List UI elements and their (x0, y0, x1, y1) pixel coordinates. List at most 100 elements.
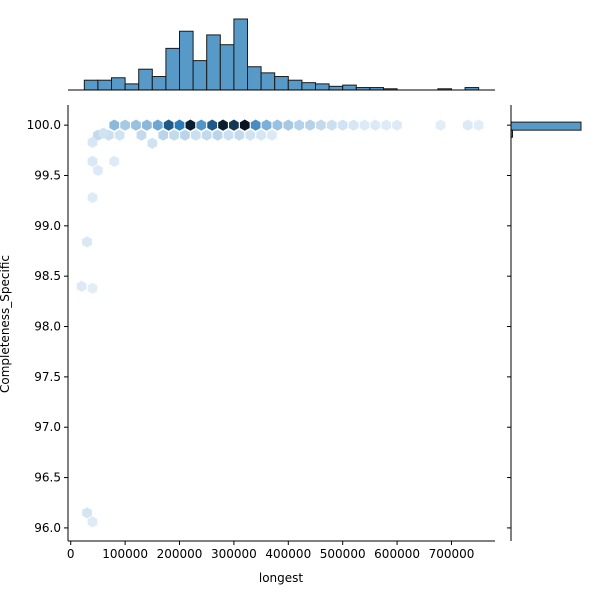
hexbin-cell (174, 119, 185, 131)
hexbin-cell (239, 119, 250, 131)
y-tick-label: 100.0 (27, 118, 61, 132)
hexbin-cell (147, 137, 158, 149)
right-hist-bar (510, 121, 582, 131)
y-tick-label: 99.5 (34, 168, 61, 182)
top-hist-bar (138, 68, 153, 91)
hexbin-cell (136, 129, 147, 141)
hexbin-cell (87, 516, 98, 528)
top-hist-bar (179, 30, 194, 91)
top-hist-bar (247, 66, 262, 91)
hexbin-cell (256, 129, 266, 141)
hexbin-cell (82, 507, 92, 519)
top-hist-bar (342, 84, 357, 91)
hexbin-cell (462, 119, 473, 131)
top-hist-bar (328, 85, 344, 91)
top-hist-bar (151, 76, 167, 91)
y-axis-label: Completeness_Specific (0, 255, 12, 393)
top-hist-bar (219, 44, 235, 91)
hexbin-cell (305, 119, 315, 131)
hexbin-cell (326, 119, 337, 131)
hexbin-cell (294, 119, 305, 131)
hexbin-cell (196, 119, 207, 131)
x-tick-label: 400000 (265, 547, 311, 561)
hexbin-cell (359, 119, 370, 131)
x-tick-label: 100000 (102, 547, 148, 561)
hexbin-cell (87, 155, 98, 167)
hexbin-cell (82, 236, 92, 248)
hexbin-cell (185, 119, 196, 131)
hexbin-cell (381, 119, 392, 131)
top-hist-bar (301, 82, 316, 91)
hexbin-cell (131, 119, 141, 131)
y-tick-label: 96.0 (34, 521, 61, 535)
hexbin-cell (212, 129, 223, 141)
hexbin-cell (250, 119, 261, 131)
hexbin-cell (87, 192, 98, 204)
x-tick-label: 700000 (429, 547, 475, 561)
x-tick-label: 300000 (211, 547, 257, 561)
hexbin-cell (142, 119, 152, 131)
hexbin-cell (370, 119, 381, 131)
y-tick-label: 97.0 (34, 420, 61, 434)
hexbin-cell (229, 119, 239, 131)
hexbin-cell (158, 129, 169, 141)
y-tick-label: 99.0 (34, 219, 61, 233)
hexbin-cell (190, 129, 201, 141)
hexbin-cell (76, 280, 87, 292)
hexbin-cell (180, 129, 190, 141)
hexbin-cell (109, 119, 120, 131)
hexbin-cell (473, 119, 484, 131)
hexbin-cell (201, 129, 212, 141)
hexbin-cell (93, 164, 103, 177)
top-hist-bar (260, 72, 276, 91)
x-tick-label: 0 (67, 547, 75, 561)
y-tick-label: 98.5 (34, 269, 61, 283)
hexbin-cell (435, 119, 446, 131)
hexbin-cell (98, 127, 109, 139)
top-hist-bar (192, 60, 208, 91)
hexbin-cell (207, 119, 217, 131)
hexbin-cell (392, 119, 402, 131)
hexbin-cell (337, 119, 348, 131)
top-hist-bar (97, 79, 113, 91)
hexbin-cell (272, 119, 283, 131)
hexbin-cell (163, 119, 174, 131)
top-hist-bar (111, 77, 126, 91)
top-hist-bar (274, 76, 289, 91)
top-hist-bar (206, 34, 221, 91)
axes-layer: 0 100000 200000 300000 400000 500000 600000 700… (27, 105, 495, 561)
hexbin-cell (120, 119, 130, 131)
hexbin-layer (76, 119, 484, 528)
hexbin-cell (169, 129, 179, 141)
hexbin-cell (316, 119, 326, 131)
top-hist-bar (287, 79, 303, 91)
top-hist-bar (165, 47, 181, 91)
y-tick-label: 96.5 (34, 471, 61, 485)
right-marginal-histogram (507, 105, 582, 541)
x-tick-label: 500000 (320, 547, 366, 561)
hexbin-cell (87, 282, 98, 294)
y-tick-label: 98.0 (34, 320, 61, 334)
hexbin-cell (267, 129, 277, 141)
hexbin-cell (114, 129, 125, 141)
top-hist-bar (233, 18, 249, 91)
y-tick-label: 97.5 (34, 370, 61, 384)
x-axis-label: longest (259, 571, 304, 585)
top-hist-bar (83, 79, 99, 91)
top-hist-bar (314, 83, 330, 91)
top-hist-bar (124, 83, 140, 91)
top-marginal-histogram (68, 18, 495, 91)
hexbin-cell (218, 119, 228, 131)
hexbin-cell (261, 119, 272, 131)
hexbin-cell (87, 136, 98, 148)
hexbin-cell (348, 119, 359, 131)
hexbin-cell (283, 119, 294, 131)
x-tick-label: 200000 (157, 547, 203, 561)
x-tick-label: 600000 (374, 547, 420, 561)
hexbin-cell (152, 119, 163, 131)
hexbin-cell (223, 129, 234, 141)
hexbin-cell (245, 129, 256, 141)
hexbin-cell (109, 155, 120, 167)
